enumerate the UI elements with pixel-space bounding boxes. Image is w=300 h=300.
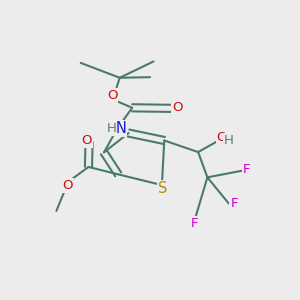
Text: O: O	[172, 101, 182, 114]
Text: O: O	[62, 179, 73, 192]
Text: O: O	[217, 131, 227, 144]
Text: F: F	[230, 197, 238, 210]
Text: F: F	[190, 217, 198, 230]
Text: F: F	[243, 164, 250, 176]
Text: H: H	[106, 122, 116, 135]
Text: O: O	[107, 89, 118, 102]
Text: S: S	[158, 182, 167, 196]
Text: O: O	[81, 134, 92, 147]
Text: H: H	[224, 134, 234, 147]
Text: N: N	[116, 121, 126, 136]
